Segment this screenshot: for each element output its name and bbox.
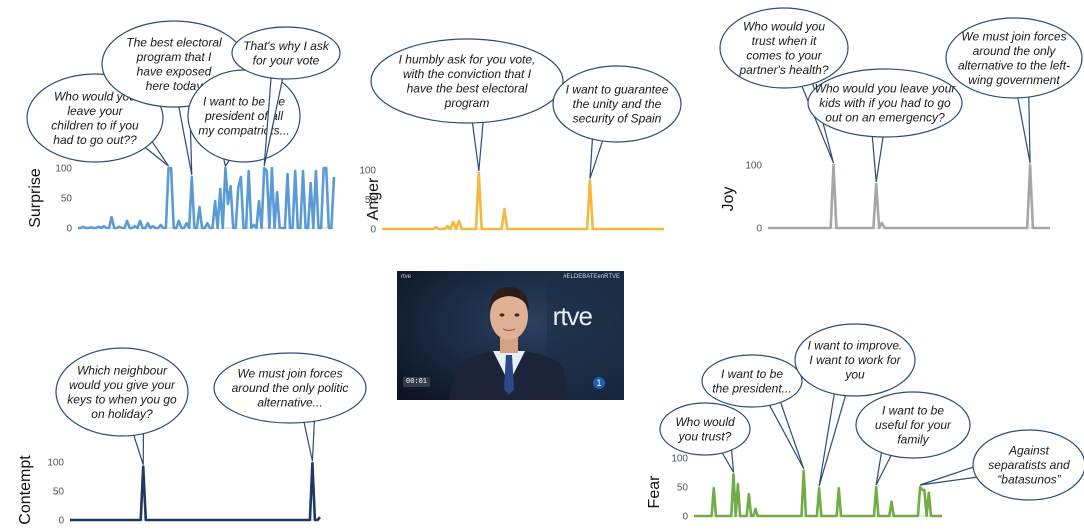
fear-speech-bubble: Who would you trust? [659, 402, 751, 473]
bubble-text: Who would you trust when it comes to your p… [738, 19, 828, 77]
fear-speech-bubble: I want to be useful for your family [855, 391, 971, 486]
surprise-axis-label: Surprise [27, 168, 44, 228]
bubble-outline [794, 323, 916, 397]
joy-axis-label: Joy [720, 187, 737, 212]
joy-chart: Joy 0 100 [720, 161, 1050, 235]
bubble-outline [552, 65, 682, 143]
bubble-outline [855, 391, 971, 459]
bubble-outline [659, 402, 751, 456]
joy-y-tick: 0 [756, 224, 762, 235]
bubble-text: Against separatists and “batasunos” [988, 444, 1070, 487]
bubble-text: We must join forces around the only altern… [958, 29, 1070, 87]
bubble-outline [807, 68, 963, 138]
anger-speech-bubble: I want to guarantee the unity and the secu… [552, 65, 682, 179]
surprise-series-line [78, 166, 336, 230]
bubble-outline [701, 354, 803, 408]
fear-chart: Fear 0 50 100 [646, 454, 942, 523]
fear-series-line [694, 469, 942, 518]
contempt-axis-label: Contempt [17, 455, 34, 525]
joy-speech-bubble: Who would you trust when it comes to your p… [719, 7, 849, 164]
bubble-text: That's why I ask for your vote [243, 39, 330, 68]
surprise-y-tick: 100 [55, 164, 72, 175]
joy-y-tick: 100 [745, 161, 762, 172]
hashtag-label: #ELDEBATEenRTVE [563, 274, 620, 280]
bubble-tail [1016, 90, 1031, 164]
bubble-tail [871, 130, 885, 182]
surprise-chart: Surprise 0 50 100 [27, 164, 336, 235]
bubble-outline [213, 352, 367, 424]
debate-video-frame: rtve #ELDEBATEenRTVE rtve 00:01 1 [397, 271, 624, 400]
bubble-text: Who would you leave your kids with if you… [815, 82, 957, 125]
contempt-speech-bubble: Which neighbour would you give your keys t… [55, 347, 189, 465]
contempt-y-tick: 0 [58, 516, 64, 527]
bubble-text: I want to improve. I want to work for you [808, 339, 903, 382]
anger-series-line [382, 171, 664, 231]
fear-speech-bubble: I want to be the president... [701, 354, 805, 470]
contempt-series-line [70, 461, 321, 522]
surprise-speech-bubble: That's why I ask for your vote [231, 26, 341, 167]
bubble-outline [55, 347, 189, 437]
channel-tag: rtve [401, 274, 412, 280]
bubble-outline [370, 38, 564, 124]
joy-series-line [768, 163, 1050, 230]
timer-readout: 00:01 [403, 377, 431, 387]
bubble-text: We must join forces around the only polit… [232, 367, 349, 410]
anger-y-tick: 50 [365, 195, 377, 206]
contempt-speech-bubble: We must join forces around the only polit… [213, 352, 367, 462]
fear-speech-bubble: Against separatists and “batasunos” [919, 429, 1084, 501]
fear-y-tick: 100 [671, 454, 688, 465]
bubble-text: Who would you trust? [675, 415, 735, 444]
surprise-speech-bubble: I want to be the president of all my compa… [187, 69, 301, 168]
contempt-y-tick: 50 [53, 487, 65, 498]
channel-number-badge: 1 [593, 377, 605, 389]
candidate-photo [397, 271, 624, 400]
anger-axis-label: Anger [365, 177, 382, 220]
bubble-tail [818, 387, 848, 487]
joy-speech-bubble: We must join forces around the only altern… [945, 17, 1083, 164]
bubble-text: Which neighbour would you give your keys t… [67, 363, 177, 421]
anger-speech-bubble: I humbly ask for you vote, with the convi… [370, 38, 564, 172]
fear-y-tick: 50 [677, 483, 689, 494]
bubble-text: I humbly ask for you vote, with the convi… [399, 52, 536, 110]
anger-y-tick: 0 [370, 225, 376, 236]
bubble-outline [719, 7, 849, 89]
fear-y-tick: 0 [682, 512, 688, 523]
joy-speech-bubble: Who would you leave your kids with if you… [807, 68, 963, 182]
contempt-chart: Contempt 0 50 100 [17, 455, 321, 527]
bubble-text: I want to be the president... [712, 367, 791, 396]
bubble-outline [972, 429, 1084, 501]
fear-axis-label: Fear [646, 475, 663, 509]
bubble-text: I want to be useful for your family [875, 404, 952, 447]
anger-chart: Anger 0 50 100 [359, 166, 664, 236]
bubble-tail [767, 396, 805, 470]
bubble-outline [231, 26, 341, 80]
bubble-tail [471, 114, 485, 172]
anger-y-tick: 100 [359, 166, 376, 177]
rtve-logo: rtve [552, 301, 593, 331]
fear-speech-bubble: I want to improve. I want to work for you [794, 323, 916, 487]
contempt-y-tick: 100 [47, 458, 64, 469]
bubble-outline [945, 17, 1083, 99]
surprise-y-tick: 0 [66, 224, 72, 235]
bubble-text: Who would you leave your children to if yo… [51, 89, 139, 147]
surprise-y-tick: 50 [61, 194, 73, 205]
bubble-text: I want to guarantee the unity and the secu… [566, 83, 669, 126]
